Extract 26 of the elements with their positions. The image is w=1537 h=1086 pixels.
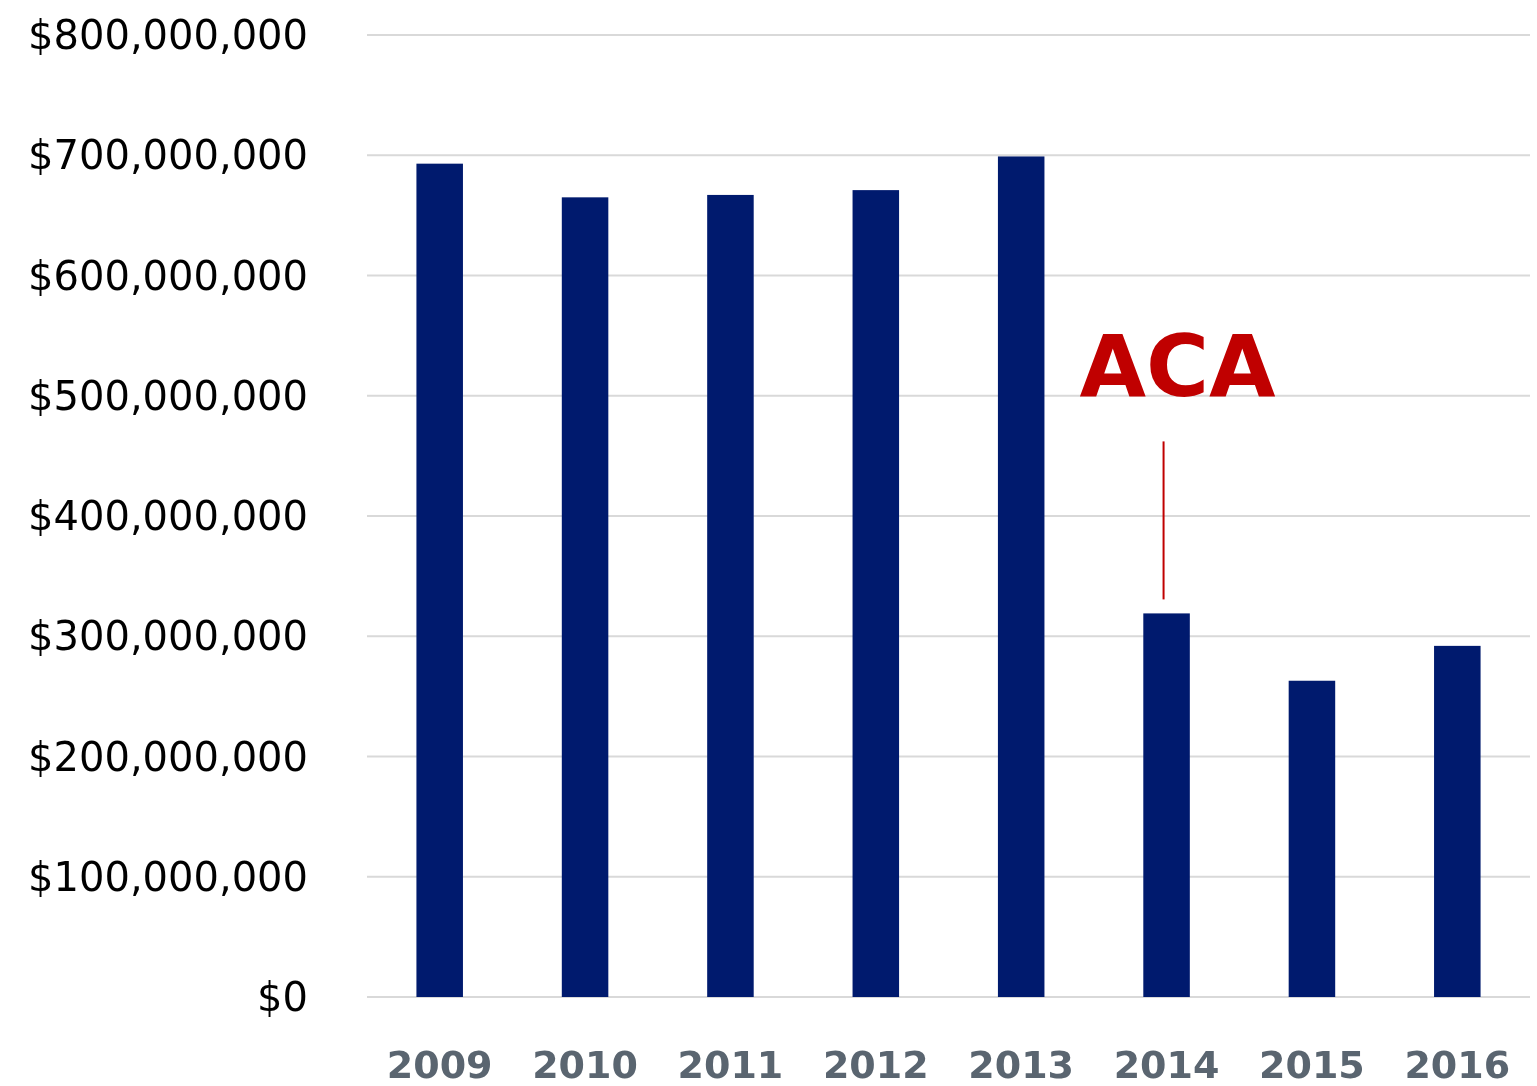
- bar: [707, 194, 754, 997]
- bar: [416, 163, 463, 997]
- x-tick-label: 2010: [532, 1043, 638, 1086]
- bar: [997, 156, 1045, 997]
- annotation: ACA: [1079, 316, 1277, 417]
- x-tick-label: 2011: [677, 1043, 784, 1086]
- y-tick-label: $200,000,000: [28, 733, 308, 780]
- x-tick-label: 2014: [1113, 1043, 1220, 1086]
- x-tick-label: 2012: [822, 1043, 929, 1086]
- x-tick-label: 2009: [386, 1043, 493, 1086]
- y-tick-label: $0: [257, 974, 308, 1020]
- bar: [1143, 613, 1190, 997]
- x-tick-label: 2015: [1259, 1043, 1365, 1086]
- y-tick-label: $100,000,000: [28, 853, 308, 900]
- y-tick-label: $400,000,000: [28, 493, 308, 539]
- y-tick-label: $600,000,000: [28, 252, 308, 299]
- bar: [852, 190, 900, 997]
- y-tick-label: $800,000,000: [28, 12, 308, 58]
- x-tick-label: 2016: [1404, 1043, 1511, 1086]
- bar: [1288, 680, 1336, 997]
- x-tick-label: 2013: [968, 1043, 1075, 1086]
- y-tick-label: $300,000,000: [28, 613, 308, 660]
- y-tick-label: $500,000,000: [28, 372, 308, 419]
- bar: [1434, 645, 1481, 997]
- bar: [561, 197, 609, 997]
- y-tick-label: $700,000,000: [28, 132, 308, 179]
